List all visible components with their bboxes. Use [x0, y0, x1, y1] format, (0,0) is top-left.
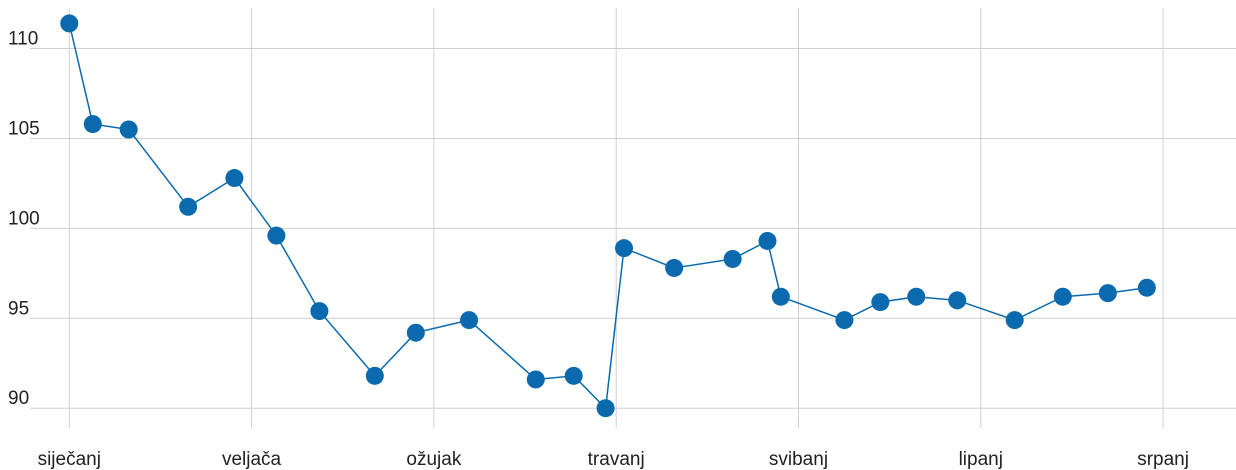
- point: [406, 323, 425, 342]
- x-tick-label: lipanj: [959, 449, 1003, 470]
- point: [758, 231, 777, 250]
- point: [771, 287, 790, 306]
- y-tick-label: 105: [8, 118, 40, 139]
- point: [60, 14, 79, 33]
- x-tick-label: srpanj: [1137, 449, 1189, 470]
- point: [365, 366, 384, 385]
- y-tick-label: 90: [8, 388, 29, 409]
- point: [1098, 284, 1117, 303]
- point: [225, 169, 244, 188]
- point: [564, 366, 583, 385]
- point: [596, 399, 615, 418]
- point: [665, 258, 684, 277]
- x-tick-label: ožujak: [406, 449, 461, 470]
- point: [948, 291, 967, 310]
- point: [526, 370, 545, 389]
- x-tick-label: travanj: [588, 449, 645, 470]
- y-tick-label: 100: [8, 208, 40, 229]
- point: [119, 120, 138, 139]
- point: [871, 293, 890, 312]
- point: [907, 287, 926, 306]
- x-tick-label: veljača: [222, 449, 282, 470]
- point: [723, 249, 742, 268]
- point: [835, 311, 854, 330]
- point: [310, 302, 329, 321]
- point: [1137, 278, 1156, 297]
- x-tick-label: siječanj: [38, 449, 101, 470]
- y-tick-label: 110: [8, 29, 38, 50]
- y-tick-label: 95: [8, 298, 29, 319]
- point: [460, 311, 479, 330]
- x-tick-label: svibanj: [769, 449, 828, 470]
- point: [267, 226, 286, 245]
- point: [615, 239, 634, 258]
- line: [68, 23, 1147, 410]
- point: [83, 115, 102, 134]
- point: [1005, 311, 1024, 330]
- point: [1053, 287, 1072, 306]
- point: [179, 197, 198, 216]
